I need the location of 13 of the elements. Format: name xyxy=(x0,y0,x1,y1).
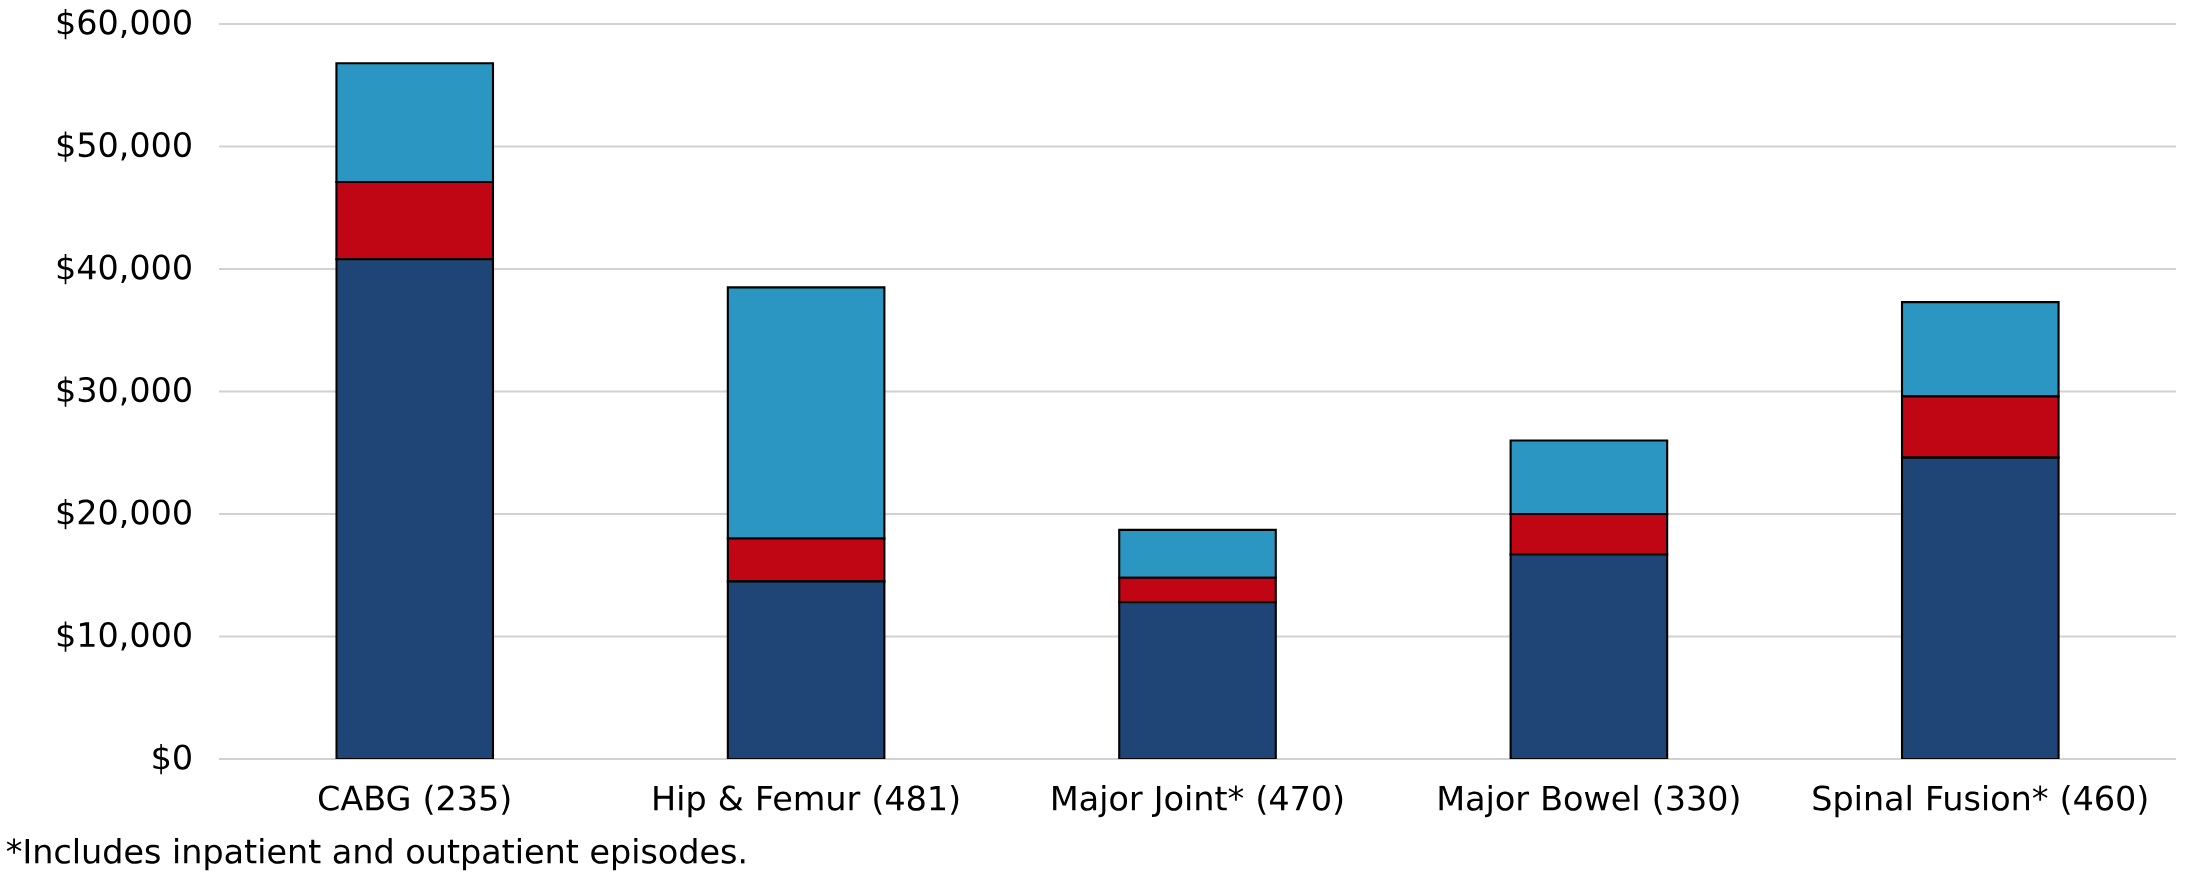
y-tick-label: $40,000 xyxy=(57,253,191,285)
y-tick-label: $10,000 xyxy=(57,621,191,652)
x-tick-label: Spinal Fusion* (460) xyxy=(1813,784,2147,818)
text: *Includes inpatient and outpatient episodes. xyxy=(6,838,745,871)
x-tick-label: Hip & Femur (481) xyxy=(654,784,959,818)
x-tick-label: CABG (235) xyxy=(318,784,510,815)
y-tick-label: $60,000 xyxy=(57,8,191,40)
y-tick-label: $20,000 xyxy=(57,498,191,530)
y-tick-label: $0 xyxy=(153,743,191,775)
y-tick-label: $50,000 xyxy=(57,131,191,162)
y-tick-label: $30,000 xyxy=(57,376,191,407)
x-tick-label: Major Bowel (330) xyxy=(1439,784,1739,818)
x-tick-label: Major Joint* (470) xyxy=(1053,784,1343,818)
